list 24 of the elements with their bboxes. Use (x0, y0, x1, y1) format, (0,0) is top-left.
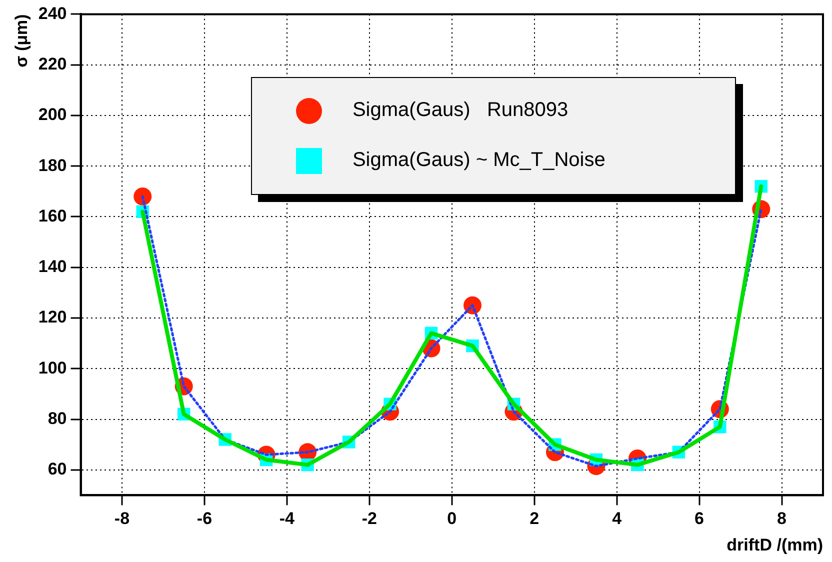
x-tick-label: -8 (114, 509, 130, 528)
y-axis-title: σ (μm) (12, 14, 31, 68)
x-tick-label: 4 (612, 509, 622, 528)
point (134, 187, 152, 206)
x-tick-label: -6 (196, 509, 212, 528)
y-tick-label: 220 (38, 54, 67, 74)
x-tick-label: -2 (362, 509, 377, 528)
x-tick-label: 0 (447, 509, 457, 528)
x-axis-title: driftD /(mm) (726, 535, 823, 554)
x-tick-label: 6 (694, 509, 704, 528)
y-tick-label: 120 (38, 308, 67, 327)
y-tick-label: 240 (38, 4, 67, 23)
x-tick-label: 8 (777, 509, 786, 528)
legend-label: Sigma(Gaus) ~ Mc_T_Noise (352, 149, 606, 172)
y-tick-label: 200 (38, 105, 67, 124)
y-tick-label: 80 (48, 408, 67, 428)
y-tick-label: 180 (38, 156, 67, 175)
y-tick-label: 60 (48, 460, 67, 479)
y-tick-label: 100 (38, 358, 67, 378)
x-tick-label: 2 (530, 509, 540, 528)
legend-label: Sigma(Gaus) Run8093 (352, 99, 568, 122)
y-tick-label: 160 (38, 206, 67, 226)
x-tick-label: -4 (279, 509, 296, 528)
y-tick-label: 140 (38, 257, 67, 276)
